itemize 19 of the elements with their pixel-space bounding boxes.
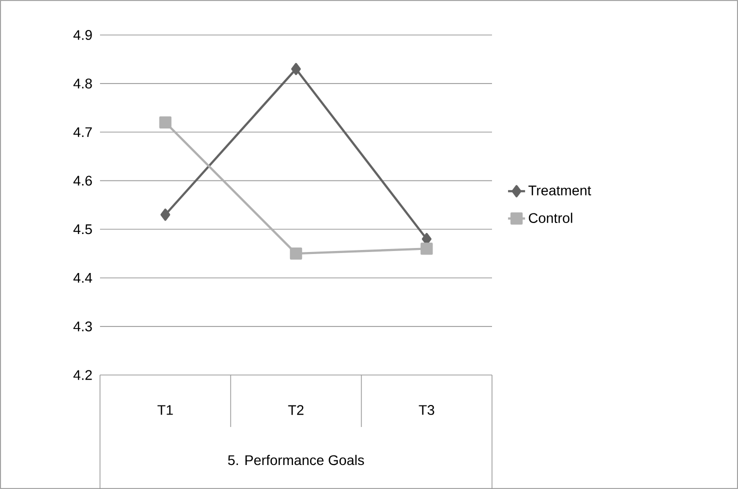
x-tick-label: T1: [158, 405, 173, 415]
y-tick-label: 4.4: [73, 273, 92, 283]
legend-label: Control: [528, 212, 572, 223]
point: [159, 116, 172, 129]
y-tick-label: 4.5: [73, 224, 92, 234]
y-tick-label: 4.2: [73, 370, 92, 380]
point: [291, 62, 301, 76]
y-tick-label: 4.7: [73, 127, 92, 137]
legend-label: Treatment: [528, 186, 592, 196]
y-tick-label: 4.3: [73, 321, 92, 332]
point: [290, 247, 302, 260]
x-axis-title: 5. Performance Goals: [228, 454, 364, 466]
y-tick-label: 4.9: [73, 30, 92, 40]
x-tick-label: T3: [418, 405, 434, 415]
y-tick-label: 4.6: [73, 176, 92, 186]
x-tick-label: T2: [288, 405, 304, 415]
y-tick-label: 4.8: [73, 78, 92, 88]
point: [420, 242, 433, 255]
point: [160, 208, 170, 221]
